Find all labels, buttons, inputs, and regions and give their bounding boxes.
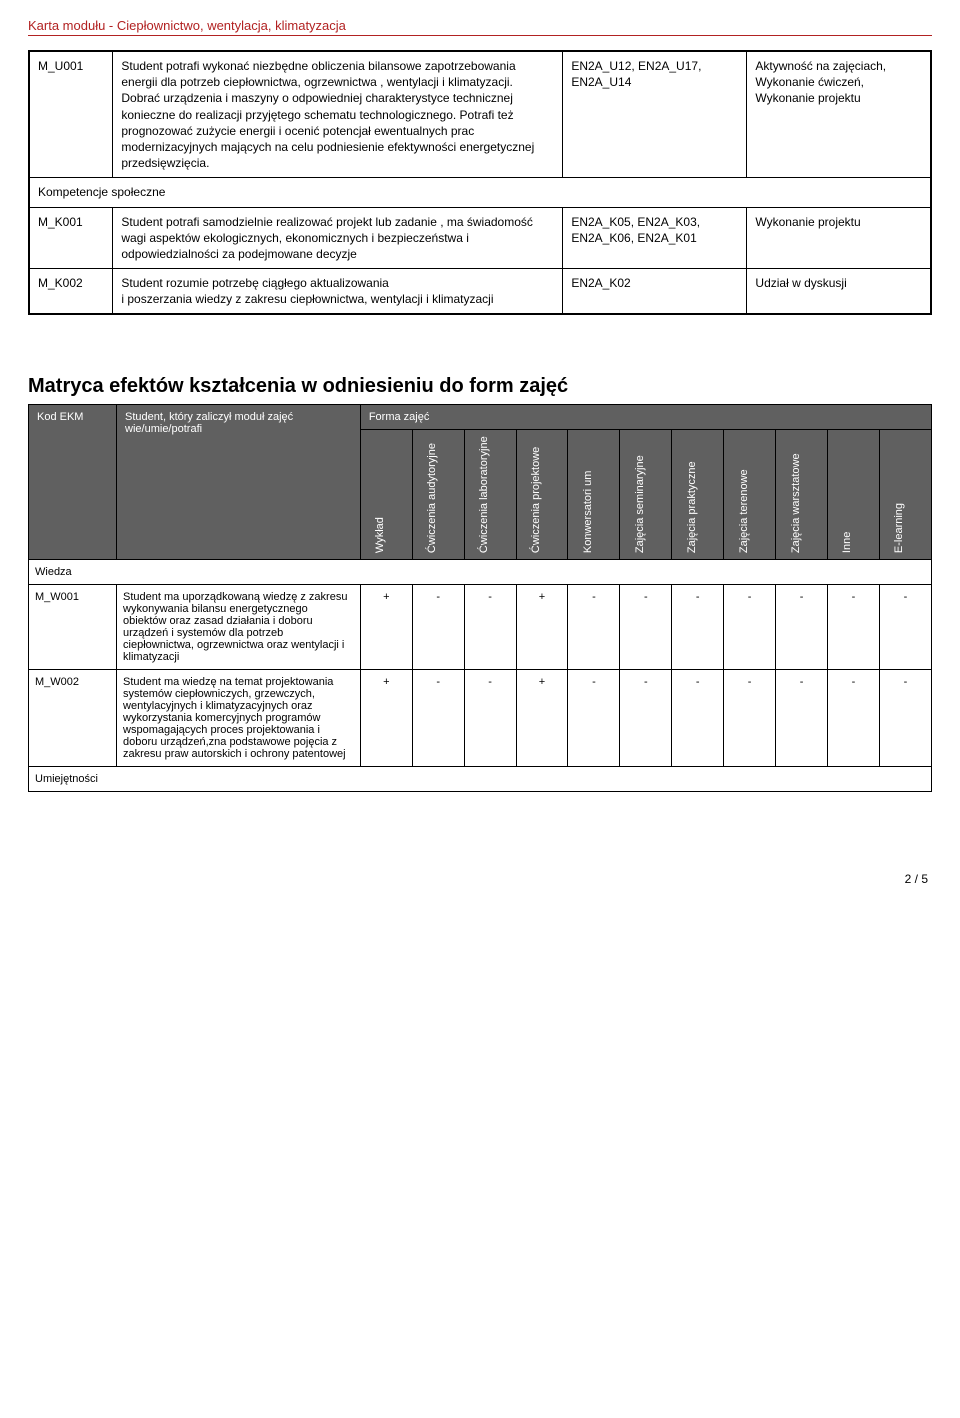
matrix-mark: + [360,670,412,767]
matrix-section-row: Wiedza [29,560,932,585]
matrix-mark: - [464,670,516,767]
matrix-mark: - [724,585,776,670]
outcome-code: M_U001 [29,51,113,178]
outcome-ver: Aktywność na zajęciach, Wykonanie ćwicze… [747,51,931,178]
matrix-form-header: Zajęcia terenowe [724,430,776,560]
matrix-mark: - [827,670,879,767]
outcome-ref: EN2A_U12, EN2A_U17, EN2A_U14 [563,51,747,178]
matrix-title: Matryca efektów kształcenia w odniesieni… [28,375,932,398]
matrix-form-header: Zajęcia praktyczne [672,430,724,560]
matrix-head-form: Forma zajęć [360,405,931,430]
matrix-mark: - [827,585,879,670]
outcome-section-label: Kompetencje społeczne [29,178,931,207]
outcome-code: M_K001 [29,207,113,269]
matrix-row-code: M_W002 [29,670,117,767]
outcome-section-row: Kompetencje społeczne [29,178,931,207]
matrix-form-header: Inne [827,430,879,560]
matrix-mark: - [412,585,464,670]
matrix-row-desc: Student ma wiedzę na temat projektowania… [117,670,361,767]
matrix-mark: - [672,670,724,767]
outcome-row: M_K002 Student rozumie potrzebę ciągłego… [29,269,931,315]
matrix-section-label: Umiejętności [29,767,932,792]
outcome-row: M_U001 Student potrafi wykonać niezbędne… [29,51,931,178]
matrix-row-desc: Student ma uporządkowaną wiedzę z zakres… [117,585,361,670]
matrix-mark: + [360,585,412,670]
matrix-head-code: Kod EKM [29,405,117,560]
matrix-mark: - [568,670,620,767]
matrix-head-desc: Student, który zaliczył moduł zajęć wie/… [117,405,361,560]
matrix-section-row: Umiejętności [29,767,932,792]
outcome-ver: Wykonanie projektu [747,207,931,269]
outcome-desc: Student potrafi samodzielnie realizować … [113,207,563,269]
page-number: 2 / 5 [28,872,932,886]
matrix-mark: - [879,585,931,670]
matrix-form-header: Ćwiczenia projektowe [516,430,568,560]
matrix-form-header: Zajęcia warsztatowe [776,430,828,560]
matrix-form-header: Zajęcia seminaryjne [620,430,672,560]
matrix-form-header: Konwersatori um [568,430,620,560]
matrix-mark: - [776,585,828,670]
matrix-mark: - [879,670,931,767]
matrix-mark: - [672,585,724,670]
matrix-mark: + [516,670,568,767]
outcome-code: M_K002 [29,269,113,315]
matrix-row: M_W001 Student ma uporządkowaną wiedzę z… [29,585,932,670]
outcome-ref: EN2A_K02 [563,269,747,315]
matrix-mark: - [620,585,672,670]
matrix-mark: - [776,670,828,767]
matrix-section-label: Wiedza [29,560,932,585]
matrix-form-header: Ćwiczenia laboratoryjne [464,430,516,560]
outcome-ref: EN2A_K05, EN2A_K03, EN2A_K06, EN2A_K01 [563,207,747,269]
matrix-table: Kod EKM Student, który zaliczył moduł za… [28,404,932,792]
outcomes-table: M_U001 Student potrafi wykonać niezbędne… [28,50,932,315]
matrix-form-header: Wykład [360,430,412,560]
outcome-desc: Student rozumie potrzebę ciągłego aktual… [113,269,563,315]
matrix-mark: - [724,670,776,767]
matrix-row: M_W002 Student ma wiedzę na temat projek… [29,670,932,767]
matrix-form-header: E-learning [879,430,931,560]
outcome-row: M_K001 Student potrafi samodzielnie real… [29,207,931,269]
outcome-ver: Udział w dyskusji [747,269,931,315]
matrix-form-header: Ćwiczenia audytoryjne [412,430,464,560]
matrix-mark: + [516,585,568,670]
matrix-mark: - [568,585,620,670]
document-title: Karta modułu - Ciepłownictwo, wentylacja… [28,18,932,36]
matrix-mark: - [620,670,672,767]
matrix-row-code: M_W001 [29,585,117,670]
matrix-mark: - [464,585,516,670]
outcome-desc: Student potrafi wykonać niezbędne oblicz… [113,51,563,178]
matrix-mark: - [412,670,464,767]
